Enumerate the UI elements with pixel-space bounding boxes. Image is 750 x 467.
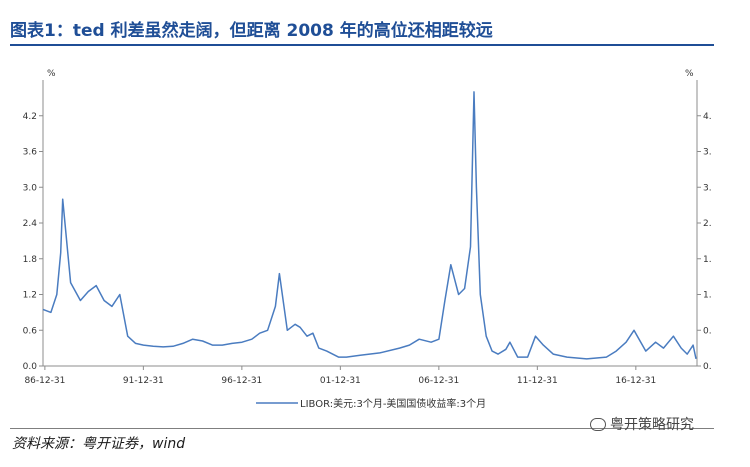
chart-title: 图表1：ted 利差虽然走阔，但距离 2008 年的高位还相距较远: [10, 21, 493, 41]
watermark: 粤开策略研究: [590, 414, 694, 434]
right-y-ticks: 0. 0. 1. 1. 2. 3. 3. 4.: [697, 112, 712, 372]
legend: LIBOR:美元:3个月-美国国债收益率:3个月: [256, 397, 486, 410]
left-unit-label: %: [47, 69, 56, 79]
right-y-tick-label: 3.: [703, 148, 712, 158]
right-y-tick-label: 3.: [703, 183, 712, 193]
x-tick-label: 16-12-31: [615, 376, 656, 386]
left-y-tick-label: 4.2: [23, 112, 37, 122]
left-y-tick-label: 3.6: [23, 148, 38, 158]
right-y-tick-label: 0.: [703, 362, 712, 372]
title-divider: [10, 44, 714, 46]
left-y-tick-label: 0.6: [23, 326, 38, 336]
watermark-label: 粤开策略研究: [610, 417, 694, 433]
series-group: [42, 91, 697, 360]
x-ticks: 86-12-31 91-12-31 96-12-31 01-12-31 06-12-31…: [24, 366, 656, 386]
right-y-tick-label: 1.: [703, 291, 712, 301]
right-y-tick-label: 2.: [703, 219, 712, 229]
series-line: [42, 91, 697, 360]
left-y-tick-label: 0.0: [23, 362, 38, 372]
right-y-tick-label: 0.: [703, 326, 712, 336]
left-y-tick-label: 2.4: [23, 219, 38, 229]
x-tick-label: 01-12-31: [320, 376, 361, 386]
x-tick-label: 06-12-31: [418, 376, 459, 386]
left-y-tick-label: 1.2: [23, 291, 37, 301]
left-y-tick-label: 3.0: [23, 183, 38, 193]
plot-frame: [42, 80, 698, 367]
source-note: 资料来源：粤开证券，wind: [12, 436, 186, 452]
x-tick-label: 86-12-31: [24, 376, 65, 386]
left-y-ticks: 0.0 0.6 1.2 1.8 2.4 3.0 3.6 4.2: [23, 112, 43, 372]
source-divider: [10, 428, 714, 429]
right-y-tick-label: 1.: [703, 255, 712, 265]
legend-label: LIBOR:美元:3个月-美国国债收益率:3个月: [300, 397, 486, 410]
right-y-tick-label: 4.: [703, 112, 712, 122]
right-unit-label: %: [685, 69, 694, 79]
x-tick-label: 11-12-31: [517, 376, 558, 386]
wechat-icon: [590, 417, 606, 431]
x-tick-label: 91-12-31: [123, 376, 164, 386]
x-tick-label: 96-12-31: [221, 376, 262, 386]
left-y-tick-label: 1.8: [23, 255, 38, 265]
